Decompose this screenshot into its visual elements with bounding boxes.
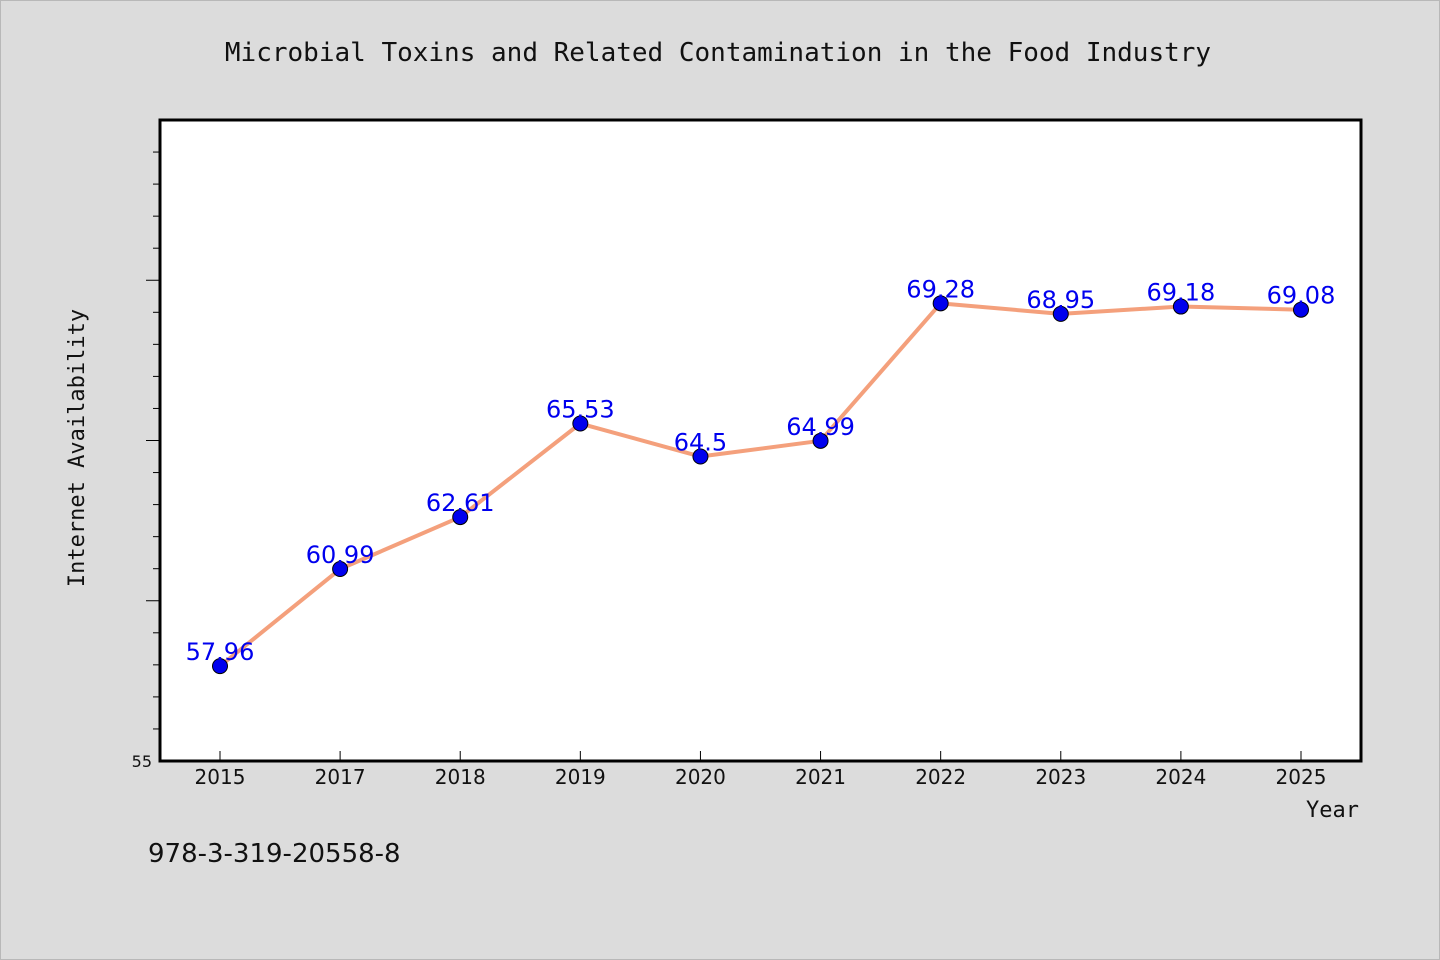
x-axis-label: Year [1306, 798, 1359, 823]
x-axis-ticks: 2015 2017 2018 2019 2020 2021 2022 2023 2024 2025 [195, 751, 1327, 789]
x-tick-label: 2024 [1155, 765, 1206, 789]
data-label: 69.28 [906, 275, 975, 303]
data-label: 62.61 [426, 489, 495, 517]
x-tick-label: 2015 [195, 765, 246, 789]
x-tick-label: 2018 [435, 765, 486, 789]
data-label: 64.5 [674, 429, 727, 457]
data-label: 64.99 [786, 413, 855, 441]
data-label: 57.96 [186, 638, 255, 666]
data-label: 60.99 [306, 541, 375, 569]
y-tick-label: 55 [132, 752, 152, 771]
y-axis-ticks: 55 [132, 151, 160, 771]
x-tick-label: 2023 [1035, 765, 1086, 789]
data-point [812, 432, 829, 449]
x-tick-label: 2017 [315, 765, 366, 789]
x-tick-label: 2020 [675, 765, 726, 789]
x-tick-label: 2019 [555, 765, 606, 789]
data-point [452, 509, 469, 526]
data-point [932, 295, 949, 312]
y-axis-label: Internet Availability [65, 309, 90, 587]
x-tick-label: 2021 [795, 765, 846, 789]
data-point [1172, 298, 1189, 315]
data-point [1052, 305, 1069, 322]
data-point [1293, 301, 1309, 318]
x-tick-label: 2022 [915, 765, 966, 789]
series-group: 57.96 60.99 62.61 65.53 64.5 64.99 69.28 68.95 6… [186, 275, 1336, 675]
data-point [692, 448, 709, 465]
data-label: 65.53 [546, 396, 615, 424]
footer-text: 978-3-319-20558-8 [148, 839, 401, 869]
x-tick-label: 2025 [1276, 765, 1327, 789]
data-label: 69.18 [1147, 279, 1216, 307]
data-label: 68.95 [1026, 286, 1095, 314]
data-point [332, 561, 349, 578]
plot-area [158, 118, 1363, 763]
data-point [572, 415, 589, 432]
chart-title: Microbial Toxins and Related Contaminati… [225, 38, 1211, 68]
data-label: 69.08 [1267, 282, 1336, 310]
series-line [218, 301, 1302, 668]
data-point [212, 658, 228, 675]
